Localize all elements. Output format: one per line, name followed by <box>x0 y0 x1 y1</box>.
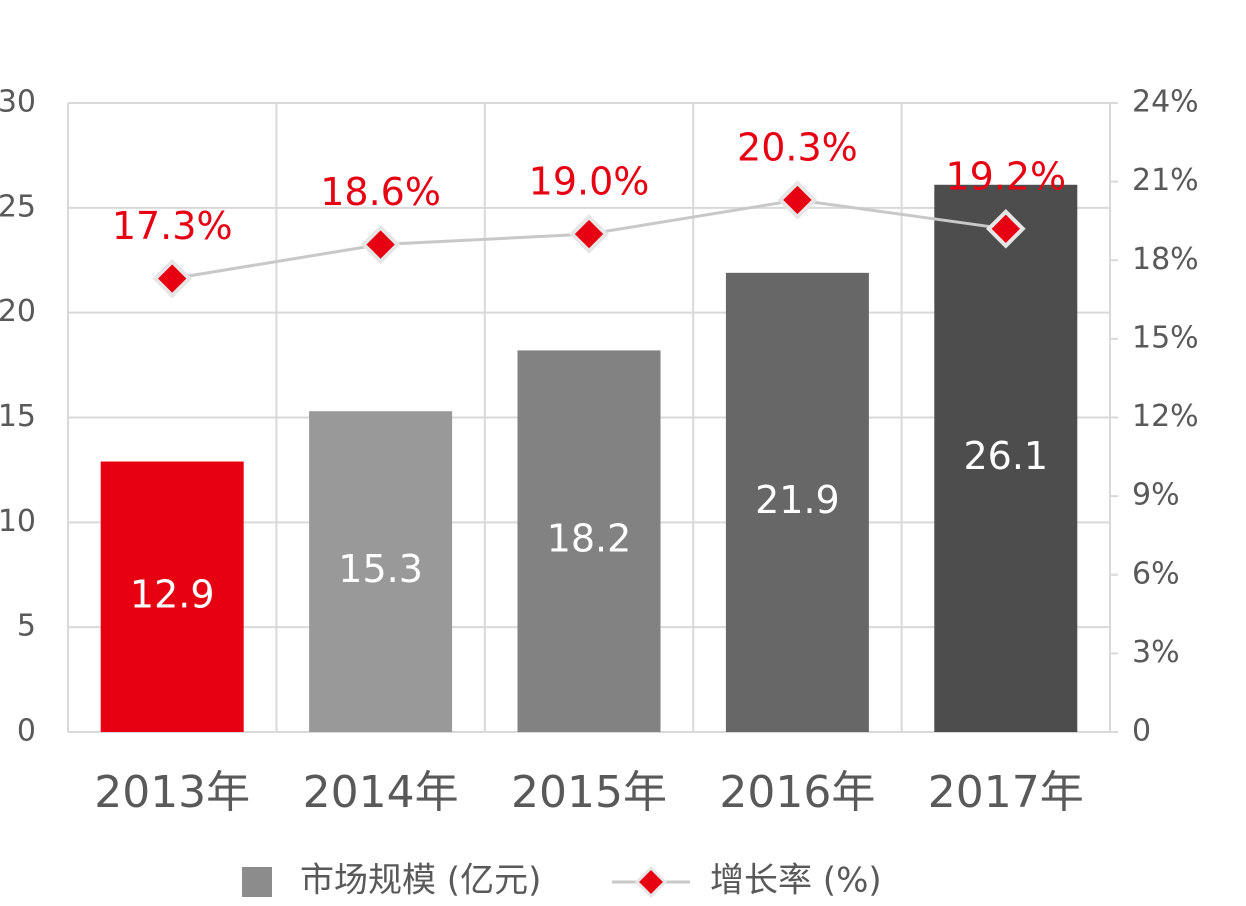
y2-tick-label: 24% <box>1132 85 1199 120</box>
line-marker <box>777 180 818 220</box>
bar-value-label: 21.9 <box>755 478 840 522</box>
y-tick-label: 20 <box>0 294 36 329</box>
line-value-label: 20.3% <box>737 125 858 169</box>
bar-value-label: 26.1 <box>963 434 1048 478</box>
y-tick-label: 10 <box>0 504 36 539</box>
x-tick-label: 2015年 <box>511 767 667 818</box>
bar <box>517 350 661 732</box>
bar <box>100 461 244 732</box>
line-marker <box>569 214 609 254</box>
y2-tick-label: 0 <box>1132 714 1151 749</box>
y2-tick-label: 18% <box>1132 242 1199 277</box>
line-marker <box>360 224 401 265</box>
line-value-label: 19.2% <box>945 154 1066 198</box>
y-tick-label: 15 <box>0 399 36 434</box>
legend-label: 增长率 (%) <box>710 861 882 901</box>
y2-tick-label: 6% <box>1132 556 1180 591</box>
y-tick-label: 5 <box>17 609 36 644</box>
y2-tick-label: 3% <box>1132 635 1180 670</box>
y2-tick-label: 21% <box>1132 163 1199 198</box>
y2-tick-label: 9% <box>1132 478 1180 513</box>
legend-swatch <box>242 867 272 897</box>
line-value-label: 18.6% <box>320 170 441 214</box>
x-tick-label: 2017年 <box>928 767 1084 818</box>
y-tick-label: 30 <box>0 85 36 120</box>
line-value-label: 19.0% <box>529 160 650 204</box>
bar <box>934 184 1078 732</box>
legend-label: 市场规模 (亿元) <box>300 861 541 901</box>
line-marker <box>985 208 1026 249</box>
legend-marker <box>634 865 668 899</box>
line-marker <box>152 258 193 299</box>
line-value-label: 17.3% <box>112 204 233 248</box>
bar-value-label: 12.9 <box>130 572 215 616</box>
bar-value-label: 18.2 <box>547 517 632 561</box>
bar <box>309 411 453 732</box>
x-tick-label: 2016年 <box>719 767 875 818</box>
y2-tick-label: 12% <box>1132 399 1199 434</box>
x-tick-label: 2013年 <box>94 767 250 818</box>
bar-value-label: 15.3 <box>338 547 423 591</box>
x-tick-label: 2014年 <box>303 767 459 818</box>
y-tick-label: 0 <box>17 714 36 749</box>
y-tick-label: 25 <box>0 189 36 224</box>
bar <box>725 272 869 732</box>
y2-tick-label: 15% <box>1132 320 1199 355</box>
